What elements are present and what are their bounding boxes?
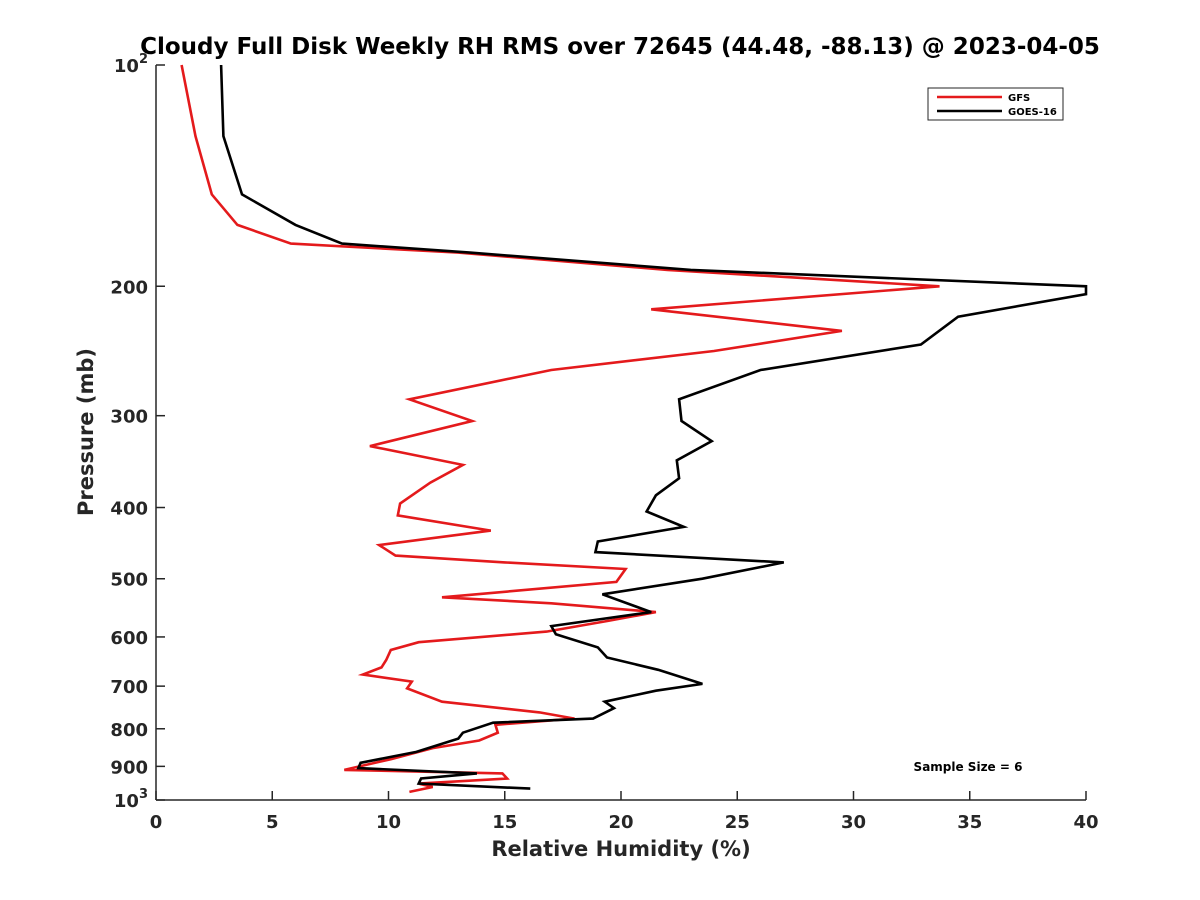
series-line-gfs bbox=[180, 64, 940, 794]
plot-area bbox=[156, 65, 1086, 800]
y-tick-exponent: 3 bbox=[139, 787, 148, 802]
legend-label: GFS bbox=[1008, 93, 1030, 104]
y-tick-base: 10 bbox=[114, 791, 139, 812]
x-tick-label: 35 bbox=[957, 812, 982, 833]
x-ticks: 0 5 10 15 20 25 30 35 40 bbox=[150, 791, 1099, 833]
y-tick-label: 400 bbox=[110, 499, 148, 520]
y-tick-base: 10 bbox=[114, 56, 139, 77]
plot-frame bbox=[156, 65, 1086, 800]
series-layer bbox=[180, 64, 1088, 794]
chart-title: Cloudy Full Disk Weekly RH RMS over 7264… bbox=[140, 34, 1100, 60]
y-axis-label: Pressure (mb) bbox=[74, 348, 98, 516]
y-tick-label: 900 bbox=[110, 757, 148, 778]
y-tick-label: 200 bbox=[110, 277, 148, 298]
x-tick-label: 5 bbox=[266, 812, 279, 833]
x-tick-label: 30 bbox=[841, 812, 866, 833]
y-tick-label: 600 bbox=[110, 628, 148, 649]
series-line-goes-16 bbox=[219, 64, 1088, 790]
axes bbox=[155, 65, 1086, 801]
legend: GFS GOES-16 bbox=[927, 87, 1064, 121]
y-tick-exponent: 2 bbox=[139, 52, 148, 67]
x-tick-label: 25 bbox=[725, 812, 750, 833]
legend-label: GOES-16 bbox=[1008, 107, 1057, 118]
y-tick-label: 103 bbox=[114, 787, 148, 812]
y-tick-label: 300 bbox=[110, 407, 148, 428]
x-tick-label: 0 bbox=[150, 812, 163, 833]
legend-box bbox=[927, 87, 1064, 121]
x-tick-label: 15 bbox=[492, 812, 517, 833]
y-tick-label: 700 bbox=[110, 677, 148, 698]
x-axis-label: Relative Humidity (%) bbox=[491, 837, 750, 861]
x-tick-label: 40 bbox=[1073, 812, 1098, 833]
sample-size-annotation: Sample Size = 6 bbox=[914, 760, 1023, 774]
x-tick-label: 20 bbox=[608, 812, 633, 833]
y-tick-label: 102 bbox=[114, 52, 148, 77]
x-tick-label: 10 bbox=[376, 812, 401, 833]
y-tick-label: 800 bbox=[110, 720, 148, 741]
y-tick-label: 500 bbox=[110, 570, 148, 591]
